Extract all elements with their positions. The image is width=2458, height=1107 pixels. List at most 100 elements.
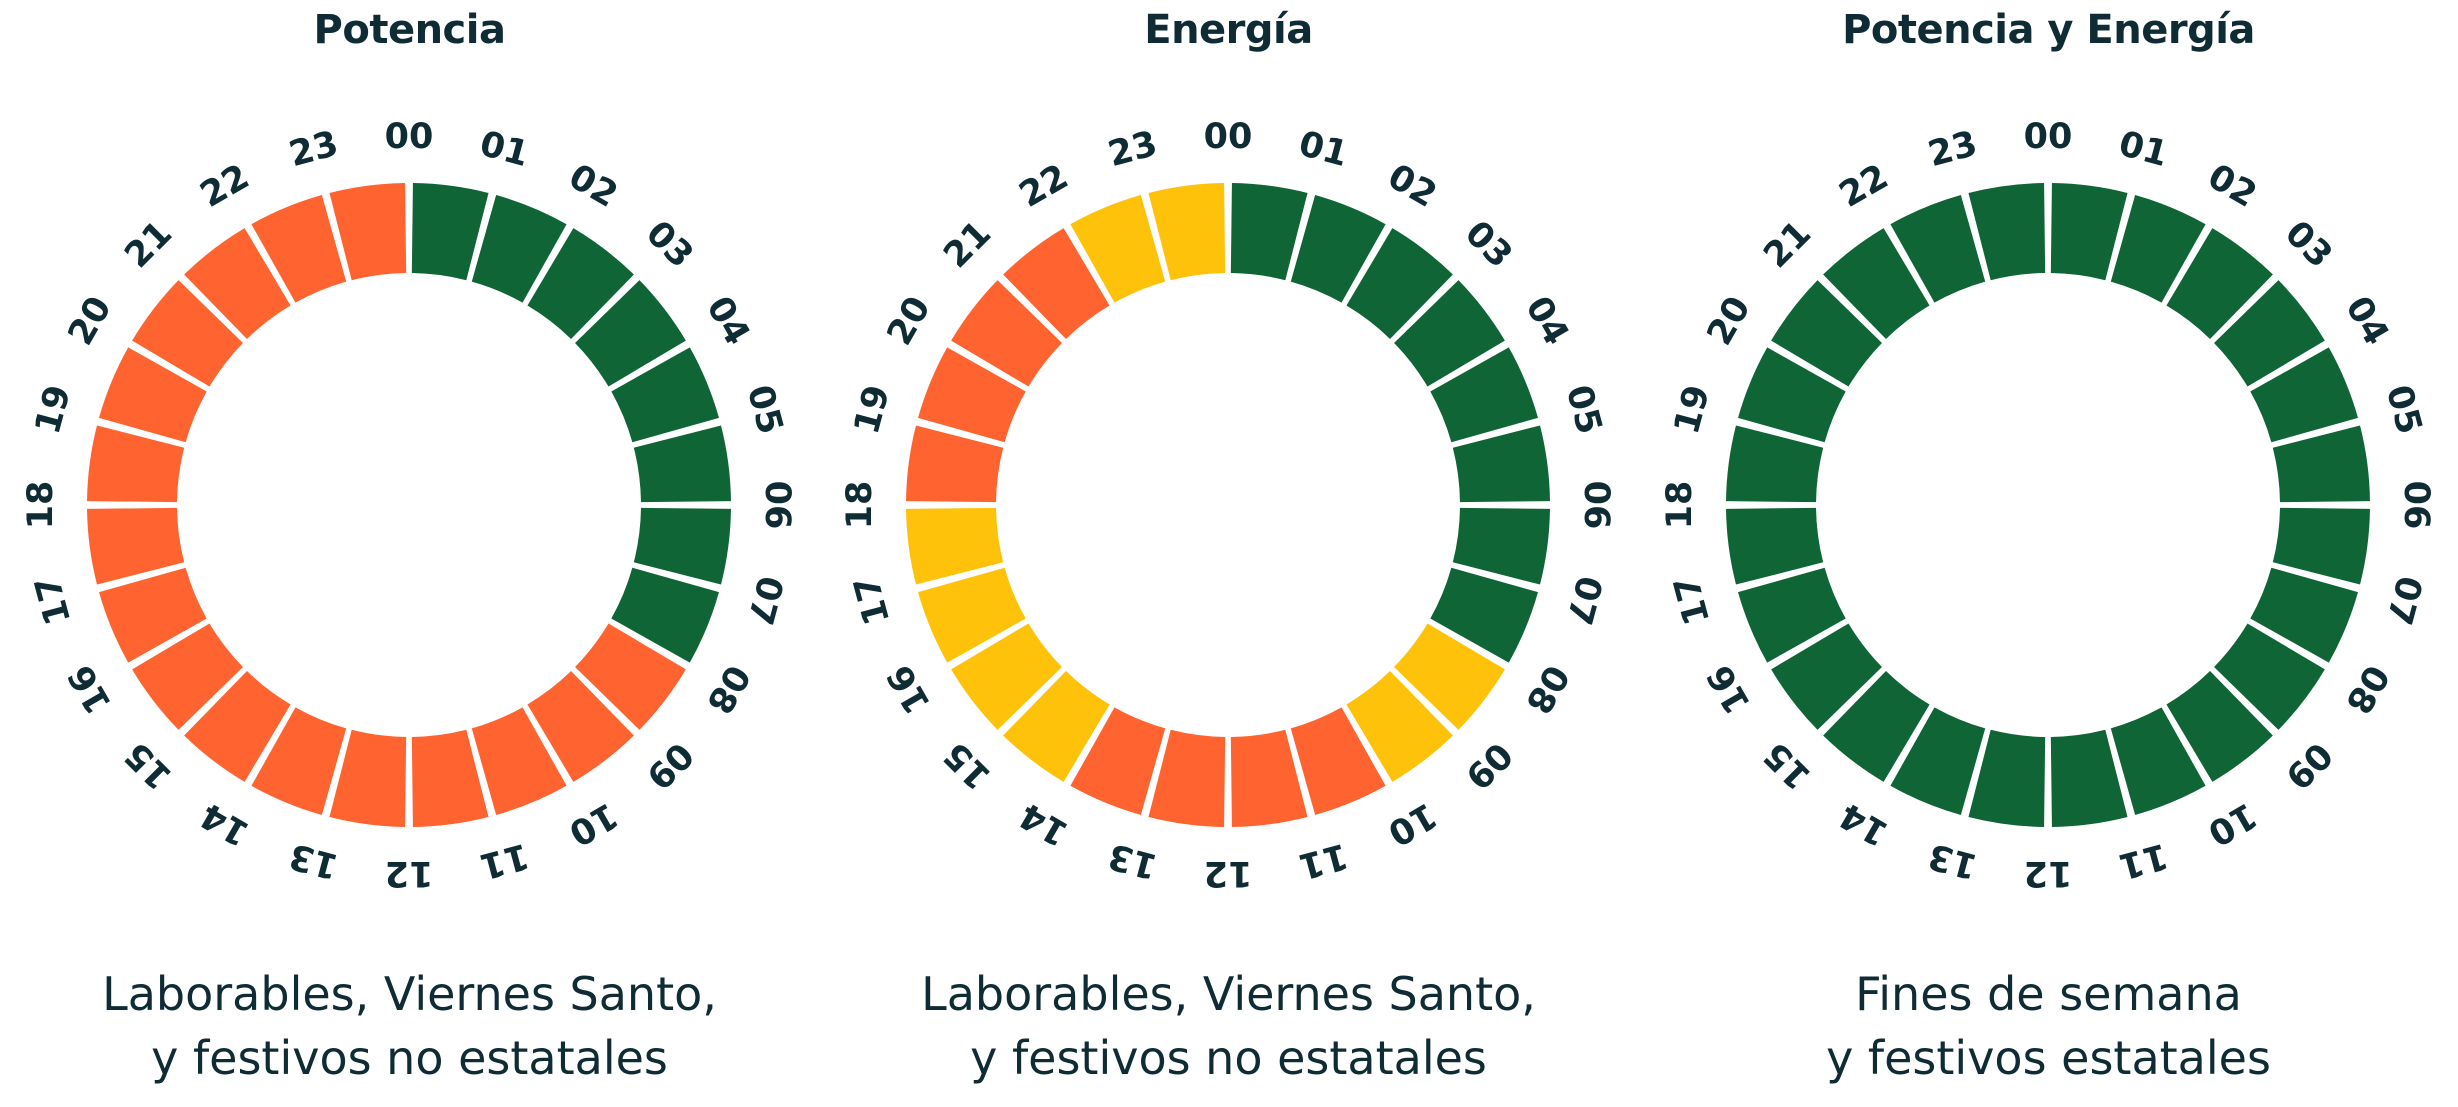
hour-label-16: 16 [61,658,120,720]
hour-label-18: 18 [1660,481,1700,530]
hour-segment-10 [1290,707,1386,815]
hour-label-13: 13 [1104,835,1161,886]
hour-label-02: 02 [562,157,624,216]
hour-segment-02 [527,228,634,339]
hour-segment-09 [1346,671,1453,782]
hour-label-15: 15 [1756,734,1819,797]
hour-label-23: 23 [1924,124,1981,175]
hour-segment-15 [951,623,1062,730]
hour-label-05: 05 [2378,381,2429,438]
hour-segment-01 [471,195,567,303]
hour-segment-10 [2110,707,2206,815]
hour-label-14: 14 [1013,794,1075,853]
hour-segment-07 [611,567,719,663]
hour-label-11: 11 [2115,835,2172,886]
caption-line-2: y festivos no estatales [970,1031,1487,1085]
hour-segment-08 [1394,623,1505,730]
hour-segment-19 [1738,347,1846,443]
hour-segment-23 [1968,183,2046,281]
hour-label-16: 16 [880,658,939,720]
hour-segment-01 [2110,195,2206,303]
hour-label-23: 23 [1104,124,1161,175]
hour-label-22: 22 [194,157,256,216]
caption-line-2: y festivos no estatales [151,1031,668,1085]
hour-label-17: 17 [1667,572,1718,629]
hour-segment-09 [2166,671,2273,782]
hour-segment-03 [1394,280,1505,387]
hour-label-23: 23 [285,124,342,175]
hour-label-12: 12 [1204,853,1253,893]
hour-segment-14 [1823,671,1930,782]
hour-label-12: 12 [2024,853,2073,893]
panel-caption: Laborables, Viernes Santo, y festivos no… [0,962,819,1090]
hour-segment-03 [575,280,686,387]
panel-potencia: Potencia 00 01 02 03 04 05 06 07 08 09 10 11 12 13 14 1… [0,0,819,1107]
caption-line-1: Laborables, Viernes Santo, [921,967,1536,1021]
hour-label-09: 09 [2277,734,2340,797]
hour-segment-06 [2272,507,2370,585]
hour-segment-05 [2272,425,2370,503]
panel-potencia-y-energia: Potencia y Energía 00 01 02 03 04 05 06 07 08 09 1… [1639,0,2458,1107]
hour-label-11: 11 [1295,835,1352,886]
hour-label-10: 10 [562,794,624,853]
hour-label-13: 13 [1924,835,1981,886]
hour-label-08: 08 [1517,658,1576,720]
hour-segment-18 [906,425,1004,503]
panel-energia: Energía 00 01 02 03 04 05 06 07 08 09 10 11 12 13 14 15… [819,0,1638,1107]
panel-caption: Laborables, Viernes Santo, y festivos no… [819,962,1638,1090]
hour-segment-21 [1003,228,1110,339]
hour-label-12: 12 [385,853,434,893]
hour-segment-00 [1230,183,1308,281]
hour-segment-07 [1430,567,1538,663]
hour-segment-19 [918,347,1026,443]
hour-label-02: 02 [1381,157,1443,216]
hour-segment-08 [2214,623,2325,730]
hour-segment-18 [1726,425,1824,503]
hour-segment-00 [411,183,489,281]
hour-segment-05 [1452,425,1550,503]
hour-label-08: 08 [698,658,757,720]
hour-segment-00 [2050,183,2128,281]
hour-label-03: 03 [638,213,701,276]
panel-title: Potencia y Energía [1842,7,2255,53]
hour-segment-12 [1148,729,1226,827]
hour-label-03: 03 [2277,213,2340,276]
hour-label-00: 00 [385,117,434,157]
hour-label-17: 17 [28,572,79,629]
hour-segment-23 [329,183,407,281]
hour-segment-22 [1890,195,1986,303]
hour-segment-20 [132,280,243,387]
hour-label-05: 05 [739,381,790,438]
hour-segment-16 [1738,567,1846,663]
hour-segment-08 [575,623,686,730]
hour-label-06: 06 [2396,481,2436,530]
hour-segment-07 [2250,567,2358,663]
hour-label-08: 08 [2337,658,2396,720]
hour-label-17: 17 [847,572,898,629]
hour-label-11: 11 [476,835,533,886]
hour-label-07: 07 [2378,572,2429,629]
hour-label-20: 20 [1700,290,1759,352]
hour-label-15: 15 [117,734,180,797]
hour-label-01: 01 [2115,124,2172,175]
hour-segment-20 [1771,280,1882,387]
hour-label-06: 06 [757,481,797,530]
hour-segment-13 [1070,707,1166,815]
hour-label-03: 03 [1457,213,1520,276]
hour-label-09: 09 [1457,734,1520,797]
hour-segment-22 [1070,195,1166,303]
caption-line-1: Laborables, Viernes Santo, [102,967,717,1021]
hour-segment-06 [1452,507,1550,585]
hour-segment-17 [906,507,1004,585]
hour-segment-17 [87,507,185,585]
hour-label-01: 01 [1295,124,1352,175]
panel-title: Potencia [313,7,506,53]
hour-segment-11 [2050,729,2128,827]
hour-label-20: 20 [880,290,939,352]
hour-label-09: 09 [638,734,701,797]
panel-title: Energía [1144,7,1313,53]
hour-segment-20 [951,280,1062,387]
hour-segment-15 [1771,623,1882,730]
hour-label-21: 21 [117,213,180,276]
